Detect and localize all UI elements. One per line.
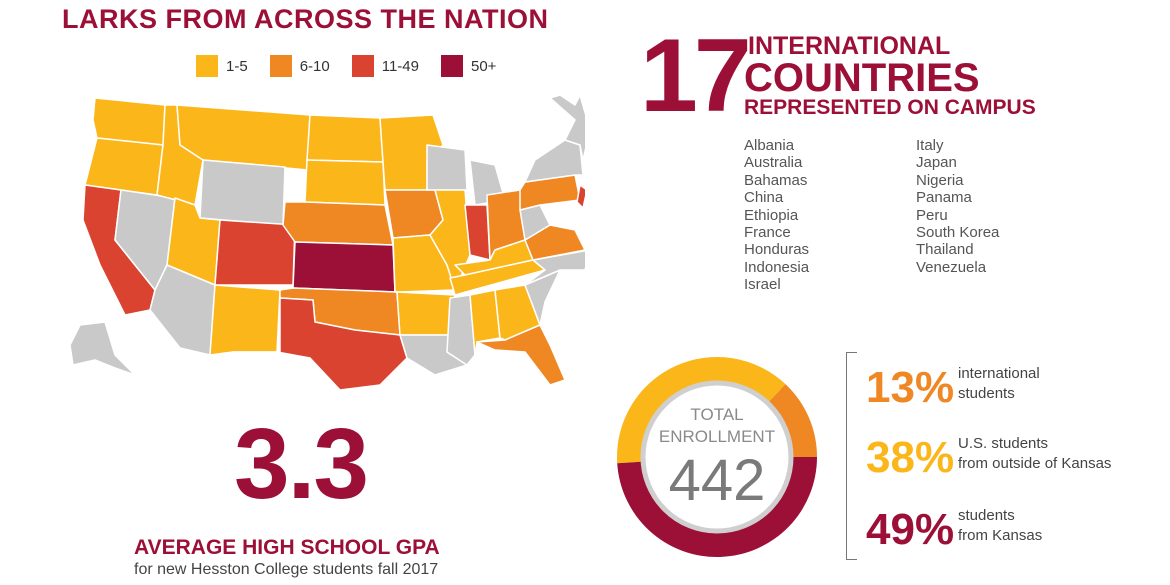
breakdown-bracket	[846, 352, 857, 560]
state-nebraska	[282, 201, 394, 246]
donut-label-total: TOTAL	[690, 405, 743, 424]
state-washington	[92, 97, 166, 146]
list-item: Australia	[744, 154, 803, 172]
list-item: Japan	[916, 154, 957, 172]
list-item: Bahamas	[744, 171, 808, 189]
state-new-england	[549, 94, 585, 161]
countries-heading-line2: COUNTRIES	[744, 56, 980, 100]
donut-segment-us-outside-kansas	[617, 357, 786, 464]
legend-label: 11-49	[381, 57, 419, 75]
desc-line: from outside of Kansas	[958, 455, 1112, 472]
desc-line: U.S. students	[958, 435, 1049, 452]
state-colorado	[214, 219, 296, 286]
page-title: LARKS FROM ACROSS THE NATION	[62, 4, 549, 34]
gpa-label: AVERAGE HIGH SCHOOL GPA	[134, 536, 440, 559]
pct-kansas: 49%	[866, 505, 955, 554]
state-arkansas	[396, 291, 456, 336]
legend-swatch	[351, 55, 374, 77]
pct-us-outside-kansas: 38%	[866, 433, 955, 482]
state-new-jersey	[576, 184, 585, 209]
legend-swatch	[440, 55, 463, 77]
state-new-york	[524, 139, 584, 183]
donut-total-value: 442	[669, 448, 766, 513]
state-alaska	[69, 321, 136, 376]
list-item: South Korea	[916, 224, 1000, 242]
desc-line: students	[958, 385, 1015, 402]
legend-label: 6-10	[299, 57, 330, 75]
legend-item: 50+	[440, 55, 497, 77]
legend-item: 1-5	[196, 55, 248, 77]
list-item: France	[744, 224, 791, 242]
state-new-mexico	[209, 284, 281, 356]
legend-swatch	[196, 55, 218, 77]
country-list-right: Italy Japan Nigeria Panama Peru South Ko…	[916, 137, 999, 276]
desc-line: international	[958, 365, 1040, 382]
list-item: Panama	[916, 189, 972, 207]
countries-heading-line1: INTERNATIONAL	[748, 32, 951, 60]
legend-label: 50+	[470, 57, 497, 75]
gpa-subtitle: for new Hesston College students fall 20…	[134, 561, 439, 578]
legend-swatch	[269, 55, 292, 77]
list-item: Israel	[744, 276, 781, 294]
state-texas	[232, 297, 408, 391]
desc-kansas: students from Kansas	[958, 506, 1042, 546]
donut-segment-international	[767, 384, 817, 457]
desc-line: from Kansas	[958, 527, 1043, 544]
donut-inner-ring	[640, 380, 794, 534]
countries-heading-line3: REPRESENTED ON CAMPUS	[744, 96, 1036, 119]
list-item: Indonesia	[744, 258, 810, 276]
donut-segment-kansas	[617, 457, 817, 557]
enrollment-donut: TOTAL ENROLLMENT 442	[617, 357, 817, 557]
list-item: Albania	[744, 137, 795, 154]
state-alabama	[469, 289, 501, 356]
legend-label: 1-5	[226, 57, 248, 75]
state-wyoming	[199, 159, 286, 226]
desc-international: international students	[958, 364, 1040, 404]
country-count: 17	[640, 18, 752, 134]
pct-international: 13%	[866, 363, 955, 412]
desc-line: students	[958, 507, 1015, 524]
list-item: Honduras	[744, 241, 810, 259]
list-item: Thailand	[916, 241, 974, 259]
legend-item: 6-10	[269, 55, 330, 77]
state-north-dakota	[306, 114, 384, 163]
state-south-dakota	[304, 159, 386, 206]
country-list-left: Albania Australia Bahamas China Ethiopia…	[744, 137, 809, 294]
gpa-value: 3.3	[234, 408, 369, 520]
list-item: Venezuela	[916, 258, 987, 276]
state-mississippi	[446, 294, 476, 366]
map-legend: 1-5 6-10 11-49 50+	[196, 55, 518, 77]
list-item: Ethiopia	[744, 206, 799, 224]
us-map	[69, 94, 585, 391]
donut-label-enrollment: ENROLLMENT	[659, 427, 775, 446]
state-wisconsin	[426, 144, 468, 191]
list-item: Italy	[916, 137, 944, 154]
legend-item: 11-49	[351, 55, 419, 77]
desc-us-outside-kansas: U.S. students from outside of Kansas	[958, 434, 1111, 474]
list-item: China	[744, 189, 784, 207]
list-item: Nigeria	[916, 171, 964, 189]
list-item: Peru	[916, 206, 948, 224]
state-florida	[476, 324, 566, 386]
state-kansas	[292, 241, 396, 293]
